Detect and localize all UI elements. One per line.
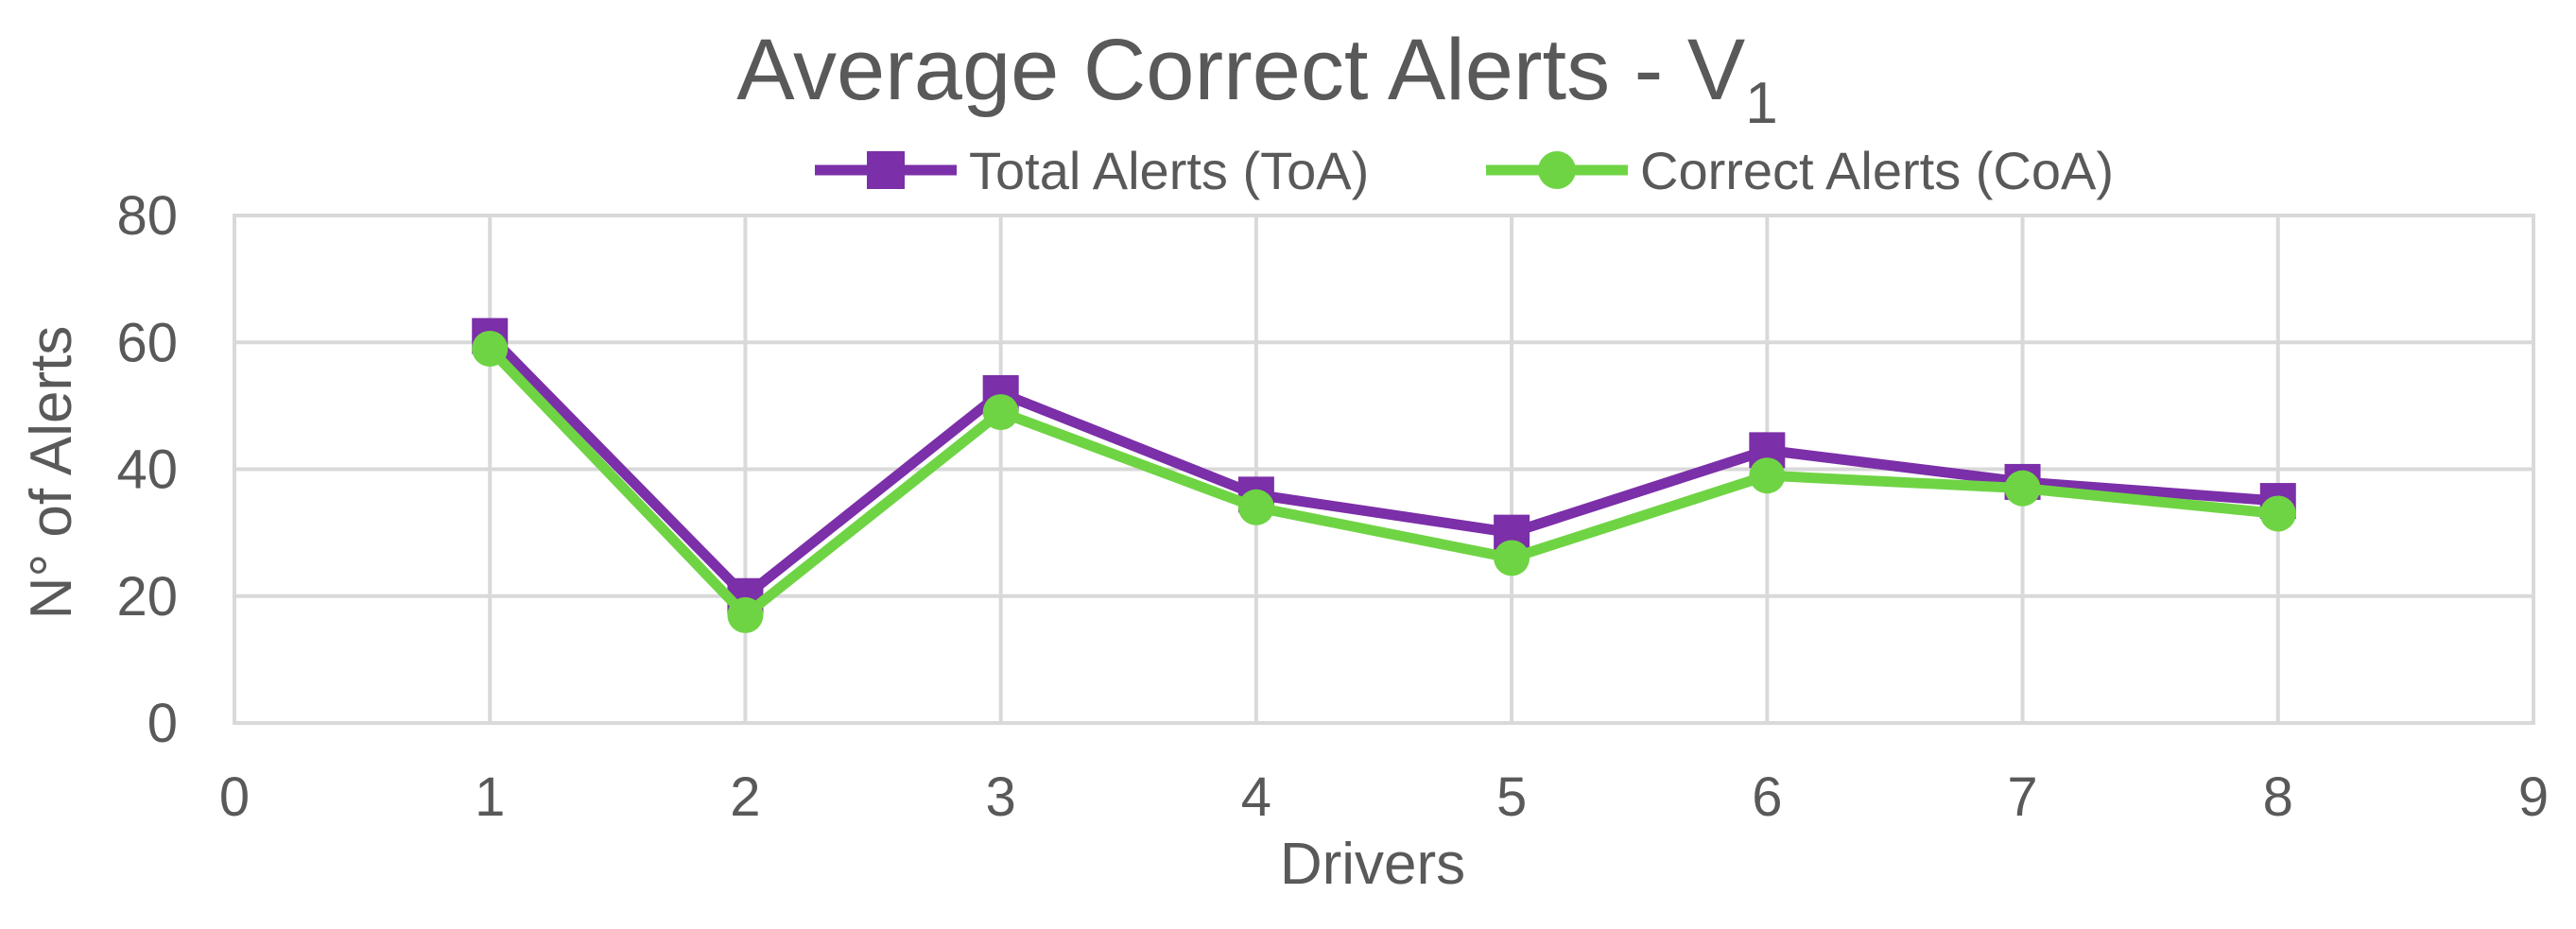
y-tick-label: 0 (147, 693, 178, 754)
x-tick-label: 1 (475, 766, 505, 828)
series-line (486, 345, 2279, 621)
legend-item: Correct Alerts (CoA) (1486, 141, 2114, 200)
series-line (486, 332, 2279, 602)
y-tick-label: 20 (116, 566, 178, 628)
x-tick-label: 9 (2518, 766, 2549, 828)
x-tick-label: 7 (2007, 766, 2037, 828)
legend-marker (867, 151, 905, 189)
data-point (472, 330, 509, 367)
x-tick-label: 2 (730, 766, 760, 828)
x-tick-label: 0 (219, 766, 250, 828)
data-point (2259, 495, 2296, 532)
y-tick-labels: 0 20 40 60 80 (116, 185, 178, 754)
data-point (1749, 457, 1786, 494)
data-point (982, 394, 1019, 431)
series-layer (472, 318, 2296, 633)
plot-border (233, 214, 2535, 725)
x-tick-labels: 0 1 2 3 4 5 6 7 8 9 (219, 766, 2549, 828)
series-2 (472, 330, 2296, 633)
x-tick-label: 8 (2263, 766, 2293, 828)
data-point (2004, 470, 2041, 507)
x-tick-label: 6 (1752, 766, 1782, 828)
x-tick-label: 3 (986, 766, 1016, 828)
data-point (727, 596, 764, 633)
data-point (1237, 489, 1274, 525)
legend-label: Total Alerts (ToA) (969, 141, 1369, 200)
chart-title: Average Correct Alerts - V1 (736, 22, 1777, 136)
legend-item: Total Alerts (ToA) (815, 141, 1369, 200)
x-tick-label: 4 (1241, 766, 1271, 828)
legend-marker (1538, 151, 1576, 189)
legend: Total Alerts (ToA) Correct Alerts (CoA) (815, 141, 2114, 200)
x-tick-label: 5 (1496, 766, 1527, 828)
gridlines (233, 214, 2535, 725)
data-point (1494, 540, 1530, 576)
y-tick-label: 60 (116, 312, 178, 373)
chart-title-main: Average Correct Alerts - V (736, 22, 1745, 118)
y-tick-label: 80 (116, 185, 178, 247)
x-axis-label: Drivers (1280, 832, 1465, 897)
y-tick-label: 40 (116, 439, 178, 501)
chart-title-subscript: 1 (1745, 71, 1777, 136)
legend-label: Correct Alerts (CoA) (1640, 141, 2114, 200)
y-axis-label: N° of Alerts (19, 326, 84, 620)
